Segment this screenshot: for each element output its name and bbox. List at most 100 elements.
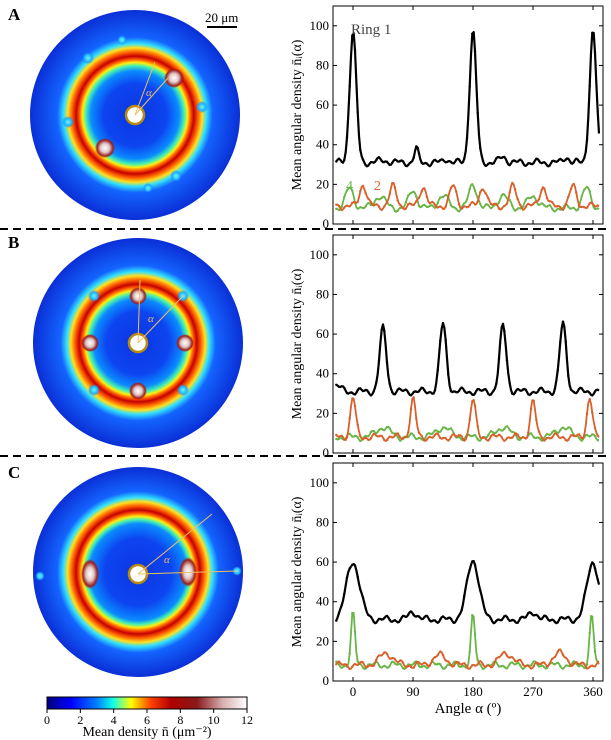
series-line-ring-1 [335, 320, 600, 397]
series-point [580, 387, 583, 390]
series-point [449, 617, 453, 620]
series-point [465, 434, 469, 437]
series-point [372, 204, 375, 207]
series-point [487, 614, 490, 617]
series-point [580, 205, 583, 209]
y-tick-label: 0 [323, 673, 330, 688]
series-point [345, 436, 349, 439]
series-point [417, 390, 421, 393]
series-point [423, 616, 426, 619]
series-point [585, 185, 589, 189]
series-point [559, 664, 562, 668]
series-point [575, 209, 578, 212]
panel-a-outer-spot-5 [117, 35, 127, 45]
y-tick-label: 100 [310, 475, 330, 490]
series-point [417, 661, 421, 664]
series-point [508, 619, 511, 622]
series-point [404, 388, 407, 391]
colorbar-tick-label: 2 [77, 713, 83, 727]
series-point [425, 433, 429, 436]
series-point [377, 654, 381, 657]
y-tick-label: 40 [316, 594, 329, 609]
series-point [556, 621, 559, 624]
series-point [452, 621, 455, 624]
series-point [596, 434, 599, 437]
series-point [529, 204, 533, 207]
panel-a-hotspot-2 [164, 68, 184, 88]
series-point [460, 665, 463, 668]
series-point [513, 432, 517, 435]
panel-b-hotspot-right [176, 334, 194, 352]
series-point [591, 433, 594, 436]
series-point [500, 326, 503, 329]
panel-a-outer-spot-1 [82, 52, 94, 64]
series-point [503, 665, 506, 668]
series-point [343, 386, 346, 390]
series-point [404, 615, 407, 618]
series-point [468, 187, 471, 191]
series-point [364, 388, 367, 392]
series-point [348, 432, 351, 435]
series-point [580, 661, 583, 664]
series-point [465, 206, 469, 209]
series-point [433, 656, 437, 659]
series-point [433, 389, 437, 392]
series-point [361, 666, 365, 669]
series-point [404, 207, 407, 210]
series-point [508, 163, 511, 167]
series-point [556, 204, 559, 208]
series-point [527, 162, 530, 165]
series-point [596, 207, 599, 210]
series-point [465, 198, 469, 201]
series-point [545, 616, 549, 619]
series-point [572, 390, 575, 394]
series-point [593, 434, 597, 438]
series-point [420, 205, 423, 208]
series-point [428, 664, 431, 667]
series-point [404, 435, 407, 439]
series-point [391, 204, 394, 208]
series-point [548, 662, 551, 665]
series-point [409, 610, 413, 613]
series-point [356, 423, 359, 426]
series-point [556, 159, 559, 163]
series-point [465, 579, 469, 582]
series-point [431, 161, 434, 164]
series-point [433, 662, 437, 666]
series-point [457, 614, 461, 617]
series-point [545, 432, 549, 436]
series-point [369, 430, 373, 434]
series-point [593, 51, 597, 54]
series-point [340, 437, 343, 440]
series-point [537, 436, 541, 440]
series-point [340, 604, 343, 607]
series-point [567, 438, 570, 442]
series-point [361, 661, 365, 664]
series-point [361, 596, 365, 599]
colorbar-tick-label: 8 [177, 713, 183, 727]
series-point [569, 664, 573, 668]
series-point [361, 438, 365, 441]
series-point [569, 434, 573, 437]
series-point [441, 667, 445, 670]
series-point [596, 204, 599, 207]
series-point [457, 202, 461, 206]
series-point [497, 207, 501, 210]
series-point [492, 621, 495, 625]
series-point [380, 654, 383, 657]
series-point [337, 157, 341, 160]
series-point [588, 391, 591, 395]
series-point [436, 432, 439, 435]
series-point [457, 389, 461, 393]
series-point [380, 427, 383, 431]
series-point [356, 110, 359, 114]
series-point [393, 619, 397, 622]
series-point [383, 195, 386, 199]
series-point [556, 434, 559, 437]
series-point [399, 439, 402, 442]
ring-2-label: 2 [374, 179, 381, 194]
series-point [425, 438, 429, 441]
series-point [492, 162, 495, 165]
series-point [540, 436, 543, 439]
